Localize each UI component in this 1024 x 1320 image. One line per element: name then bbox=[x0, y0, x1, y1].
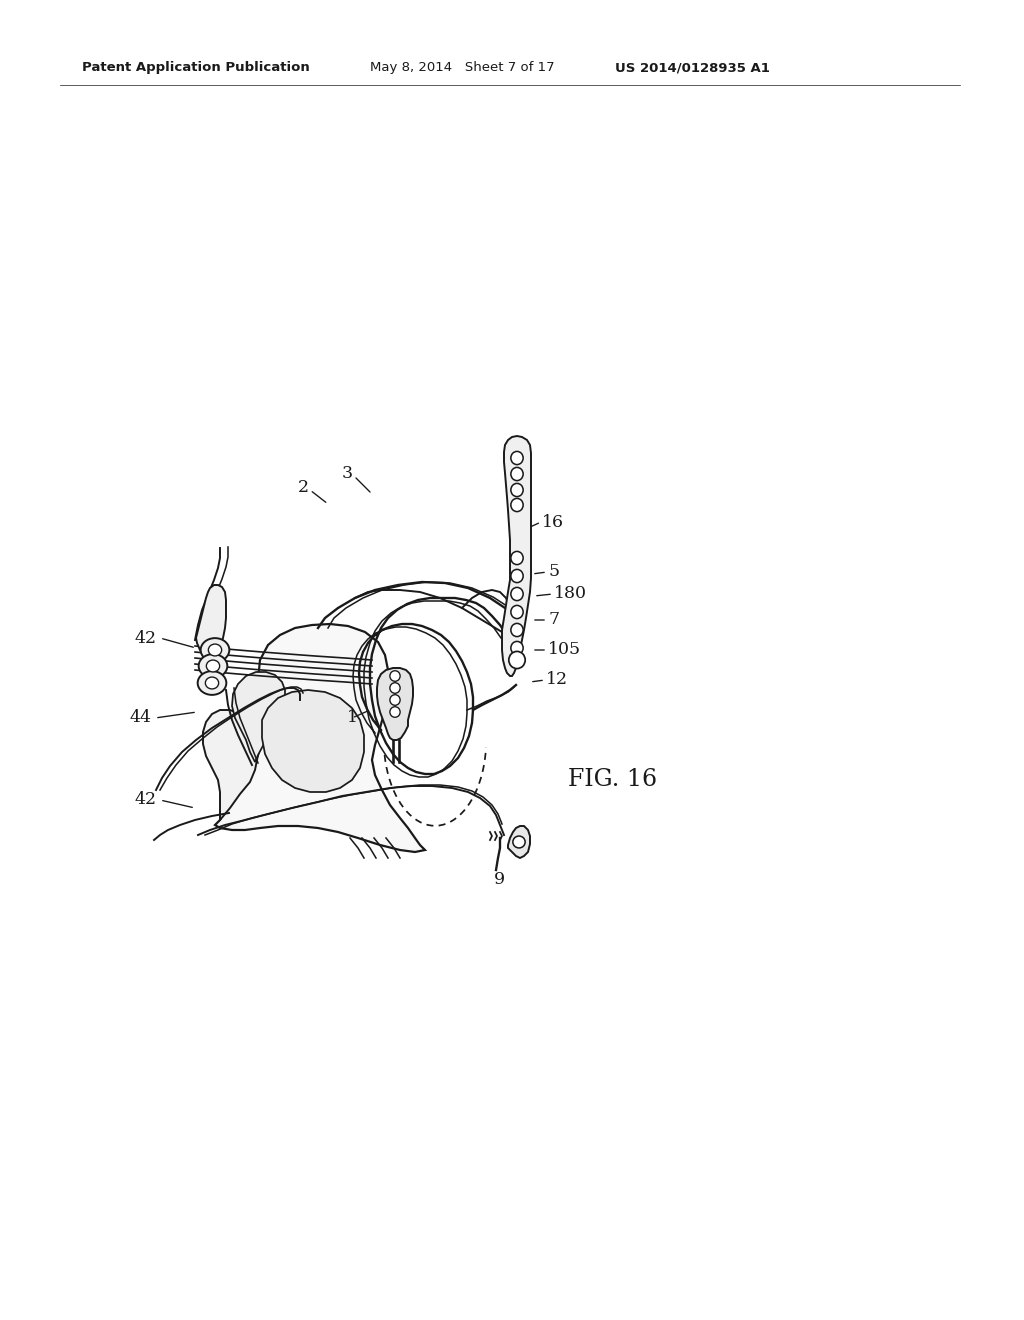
Ellipse shape bbox=[511, 552, 523, 565]
Text: 5: 5 bbox=[548, 564, 559, 581]
Ellipse shape bbox=[390, 671, 400, 681]
Ellipse shape bbox=[390, 694, 400, 705]
Ellipse shape bbox=[511, 623, 523, 636]
Polygon shape bbox=[508, 826, 530, 858]
Polygon shape bbox=[203, 710, 258, 820]
Ellipse shape bbox=[511, 451, 523, 465]
Ellipse shape bbox=[207, 660, 220, 672]
Text: 12: 12 bbox=[546, 672, 568, 689]
Ellipse shape bbox=[390, 682, 400, 693]
Polygon shape bbox=[232, 672, 285, 762]
Ellipse shape bbox=[511, 499, 523, 512]
Ellipse shape bbox=[511, 483, 523, 496]
Ellipse shape bbox=[511, 606, 523, 619]
Text: 180: 180 bbox=[554, 586, 587, 602]
Polygon shape bbox=[377, 668, 413, 741]
Text: 16: 16 bbox=[542, 513, 564, 531]
Ellipse shape bbox=[390, 706, 400, 717]
Text: 1: 1 bbox=[346, 710, 357, 726]
Text: 3: 3 bbox=[342, 466, 353, 483]
Ellipse shape bbox=[199, 655, 227, 678]
Text: 44: 44 bbox=[130, 710, 152, 726]
Text: Patent Application Publication: Patent Application Publication bbox=[82, 62, 309, 74]
Ellipse shape bbox=[198, 671, 226, 694]
Ellipse shape bbox=[511, 642, 523, 655]
Polygon shape bbox=[262, 690, 364, 792]
Ellipse shape bbox=[509, 651, 525, 668]
Text: 2: 2 bbox=[298, 479, 309, 496]
Ellipse shape bbox=[511, 569, 523, 582]
Text: May 8, 2014   Sheet 7 of 17: May 8, 2014 Sheet 7 of 17 bbox=[370, 62, 555, 74]
Ellipse shape bbox=[206, 677, 219, 689]
Polygon shape bbox=[215, 624, 425, 851]
Polygon shape bbox=[196, 585, 226, 660]
Text: 9: 9 bbox=[494, 871, 505, 888]
Ellipse shape bbox=[208, 644, 221, 656]
Ellipse shape bbox=[201, 638, 229, 661]
Ellipse shape bbox=[511, 467, 523, 480]
Text: 42: 42 bbox=[135, 630, 157, 647]
Text: 105: 105 bbox=[548, 642, 582, 659]
Text: US 2014/0128935 A1: US 2014/0128935 A1 bbox=[615, 62, 770, 74]
Text: 7: 7 bbox=[548, 611, 559, 628]
Polygon shape bbox=[502, 436, 531, 676]
Text: 42: 42 bbox=[135, 792, 157, 808]
Ellipse shape bbox=[513, 836, 525, 847]
Text: FIG. 16: FIG. 16 bbox=[568, 768, 657, 792]
Ellipse shape bbox=[511, 587, 523, 601]
